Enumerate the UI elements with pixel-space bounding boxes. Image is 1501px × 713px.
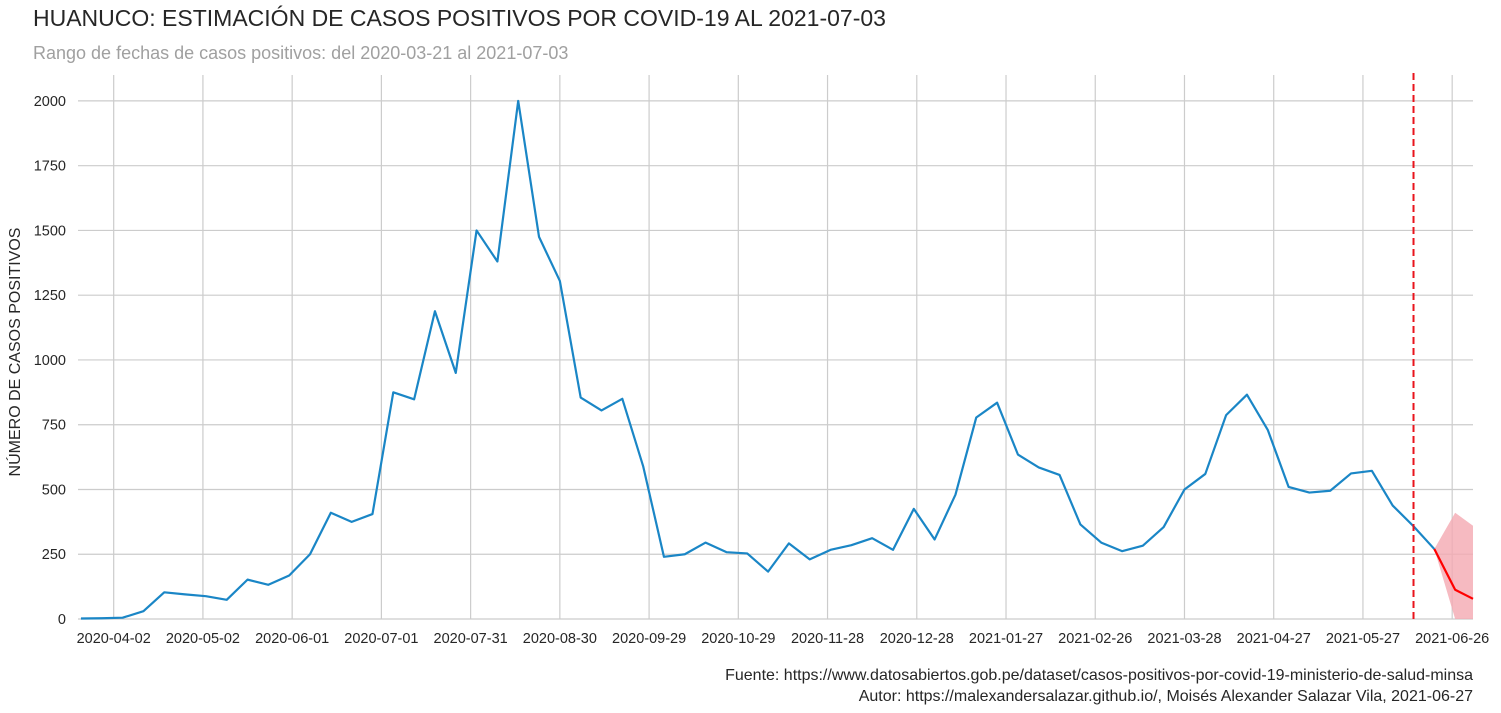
forecast-confidence-band (1434, 512, 1473, 619)
y-axis-label: NÚMERO DE CASOS POSITIVOS (5, 228, 24, 477)
y-tick-label: 1750 (34, 159, 66, 175)
x-tick-label: 2020-08-30 (523, 631, 597, 647)
x-tick-label: 2020-12-28 (880, 631, 954, 647)
y-tick-label: 2000 (34, 94, 66, 110)
x-tick-label: 2020-10-29 (701, 631, 775, 647)
x-tick-label: 2020-07-01 (344, 631, 418, 647)
y-tick-label: 1250 (34, 288, 66, 304)
x-tick-label: 2020-04-02 (77, 631, 151, 647)
x-tick-label: 2021-02-26 (1058, 631, 1132, 647)
x-tick-label: 2020-09-29 (612, 631, 686, 647)
y-tick-label: 750 (42, 418, 66, 434)
author-note: Autor: https://malexandersalazar.github.… (858, 688, 1473, 705)
forecast-cases-line (1433, 548, 1474, 600)
x-tick-label: 2020-06-01 (255, 631, 329, 647)
x-tick-labels: 2020-04-02 2020-05-02 2020-06-01 2020-07-01… (77, 631, 1490, 647)
grid-lines (78, 75, 1473, 620)
x-tick-label: 2021-05-27 (1326, 631, 1400, 647)
source-note: Fuente: https://www.datosabiertos.gob.pe… (725, 667, 1473, 684)
observed-cases-line (80, 99, 1436, 620)
chart-title: HUANUCO: ESTIMACIÓN DE CASOS POSITIVOS P… (33, 5, 886, 31)
x-tick-label: 2020-07-31 (434, 631, 508, 647)
y-tick-label: 500 (42, 482, 66, 498)
x-tick-label: 2021-01-27 (969, 631, 1043, 647)
y-tick-label: 250 (42, 547, 66, 563)
x-tick-label: 2021-03-28 (1147, 631, 1221, 647)
y-tick-label: 1500 (34, 223, 66, 239)
y-tick-label: 0 (58, 612, 66, 628)
series-lines (80, 99, 1474, 620)
x-tick-label: 2021-04-27 (1237, 631, 1311, 647)
forecast-band-layer (1434, 512, 1473, 619)
x-tick-label: 2021-06-26 (1415, 631, 1489, 647)
chart-subtitle: Rango de fechas de casos positivos: del … (33, 43, 569, 63)
y-tick-labels: 0 250 500 750 1000 1250 1500 1750 2000 (34, 94, 66, 628)
x-tick-label: 2020-11-28 (791, 631, 864, 647)
x-tick-label: 2020-05-02 (166, 631, 240, 647)
y-tick-label: 1000 (34, 353, 66, 369)
footer: Fuente: https://www.datosabiertos.gob.pe… (725, 665, 1473, 707)
